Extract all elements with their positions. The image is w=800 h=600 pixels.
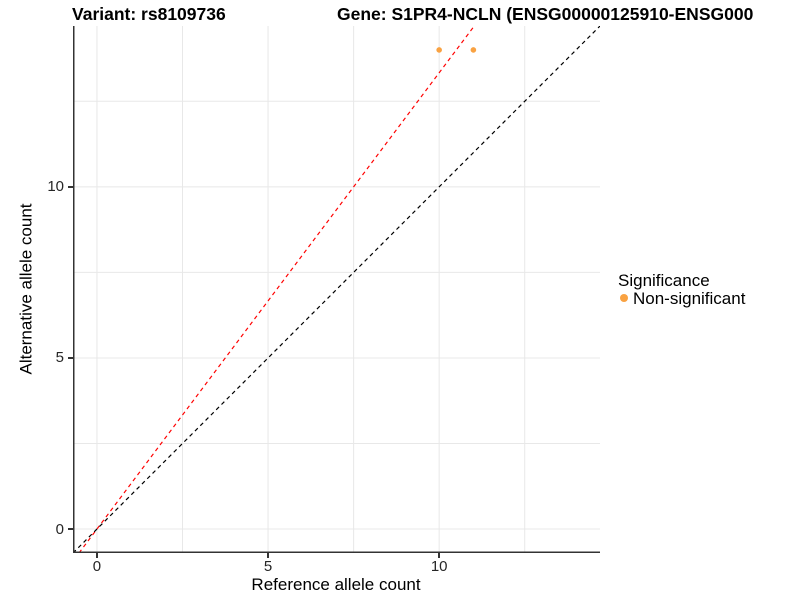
y-tick-label: 0 — [55, 520, 64, 538]
plot-canvas — [73, 26, 600, 553]
legend-point-icon — [620, 294, 628, 302]
allelic-ratio-line — [78, 26, 475, 553]
x-tick-mark — [96, 553, 98, 558]
data-point — [470, 47, 477, 53]
legend-title: Significance — [618, 271, 710, 290]
plot-panel — [73, 26, 600, 553]
legend-item-label: Non-significant — [633, 289, 746, 308]
variant-title: Variant: rs8109736 — [72, 4, 226, 24]
y-axis-title: Alternative allele count — [16, 203, 36, 375]
identity-line — [73, 26, 600, 553]
y-tick-label: 5 — [55, 349, 64, 367]
y-tick-label: 10 — [47, 178, 64, 196]
y-tick-mark — [68, 186, 73, 188]
data-point — [436, 47, 442, 53]
gene-title: Gene: S1PR4-NCLN (ENSG00000125910-ENSG00… — [337, 4, 754, 24]
x-tick-mark — [267, 553, 269, 558]
y-tick-mark — [68, 357, 73, 359]
x-tick-label: 5 — [263, 558, 273, 575]
x-tick-mark — [438, 553, 440, 558]
y-tick-mark — [68, 528, 73, 530]
x-tick-label: 0 — [92, 558, 102, 575]
x-tick-label: 10 — [430, 558, 448, 575]
x-axis-title: Reference allele count — [251, 575, 421, 594]
